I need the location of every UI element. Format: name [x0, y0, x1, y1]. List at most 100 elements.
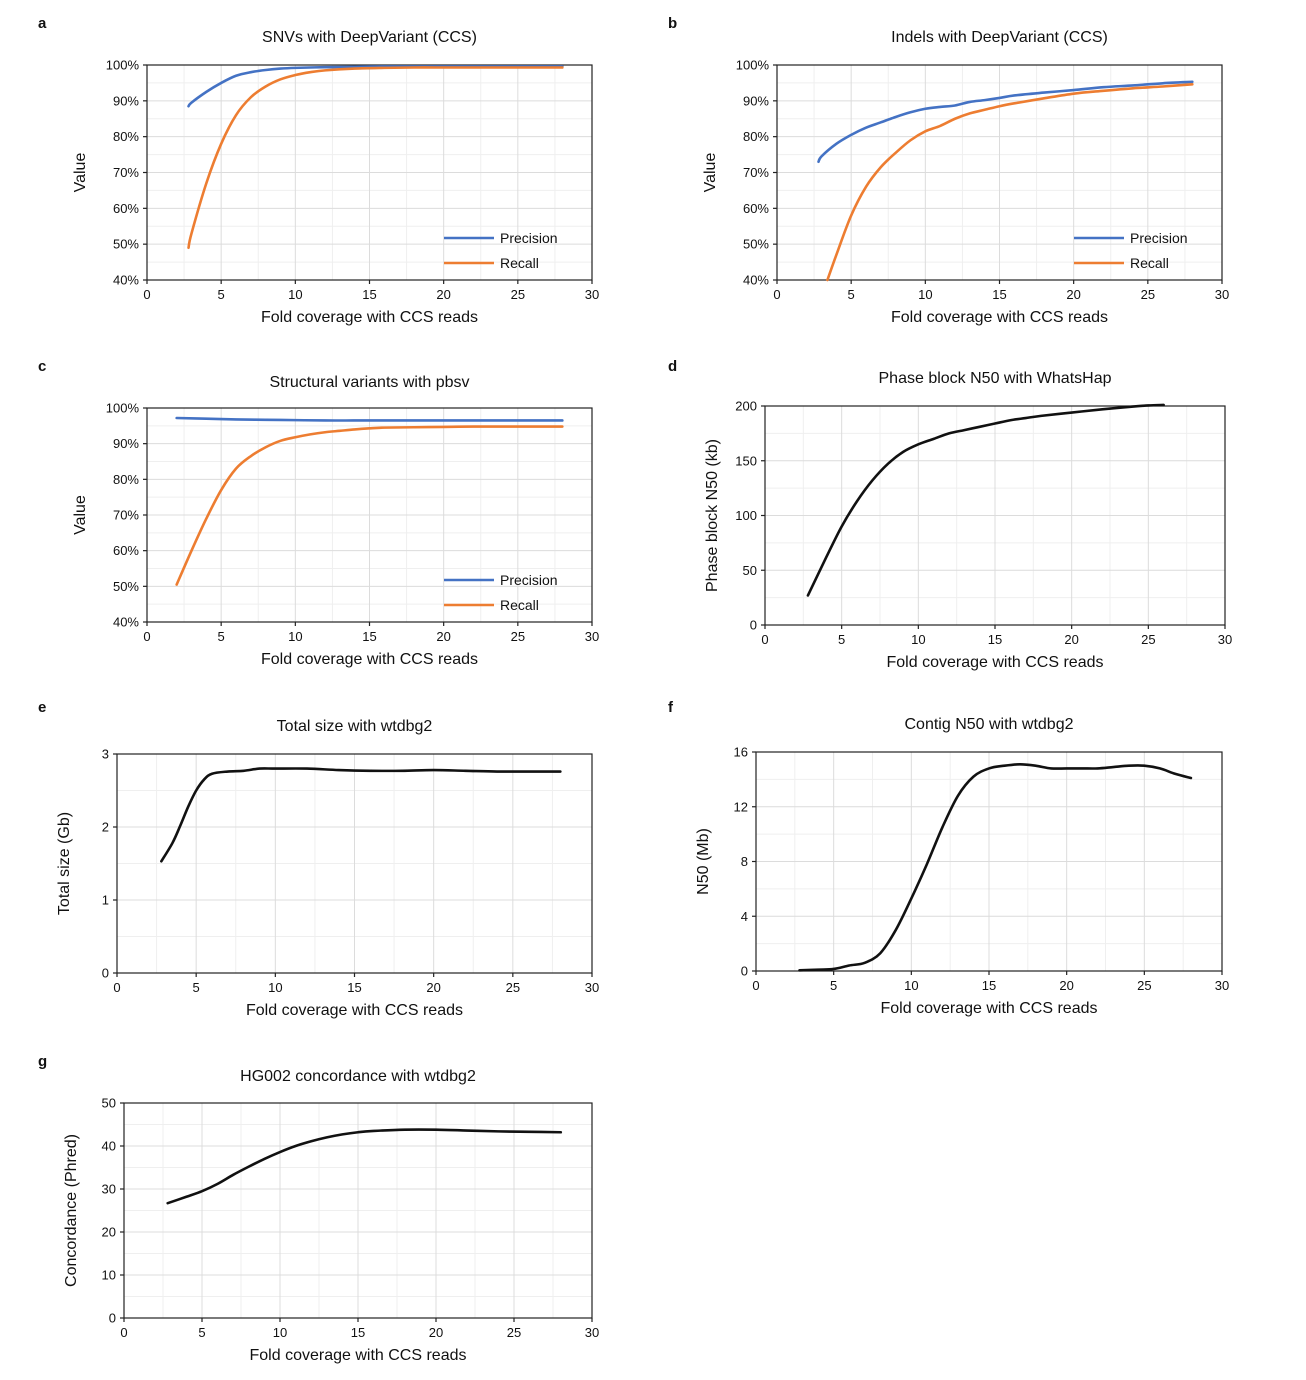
- x-tick-label: 5: [218, 287, 225, 302]
- y-axis-label: Phase block N50 (kb): [704, 439, 721, 592]
- x-tick-label: 5: [830, 978, 837, 993]
- y-tick-label: 30: [102, 1182, 116, 1197]
- y-tick-label: 50: [102, 1096, 116, 1111]
- y-tick-label: 100%: [106, 58, 140, 73]
- panel-letter: g: [38, 1053, 47, 1070]
- chart-panel-f: f Contig N50 with wtdbg2 0 5 10 15 20 25 30 0 4 8 12…: [668, 699, 1229, 1017]
- x-tick-label: 25: [511, 287, 525, 302]
- panel-letter: e: [38, 699, 46, 716]
- x-tick-label: 15: [992, 287, 1006, 302]
- panel-letter: a: [38, 15, 47, 32]
- chart-panel-g: g HG002 concordance with wtdbg2 0 5 10 15 20 25…: [38, 1053, 599, 1364]
- x-axis-label: Fold coverage with CCS reads: [250, 1347, 467, 1364]
- x-tick-label: 20: [429, 1325, 443, 1340]
- y-tick-label: 90%: [113, 93, 139, 108]
- y-tick-label: 100: [735, 508, 757, 523]
- x-tick-label: 30: [1218, 632, 1232, 647]
- y-tick-label: 80%: [113, 129, 139, 144]
- x-tick-label: 25: [1137, 978, 1151, 993]
- x-axis-label: Fold coverage with CCS reads: [891, 309, 1108, 326]
- y-tick-label: 50: [743, 563, 757, 578]
- x-tick-label: 30: [1215, 978, 1229, 993]
- legend-label-recall: Recall: [1130, 255, 1169, 271]
- y-tick-label: 70%: [743, 165, 769, 180]
- y-tick-label: 50%: [743, 237, 769, 252]
- chart-panel-c: c Structural variants with pbsv 0 5 10 15 20 25…: [38, 358, 599, 668]
- y-tick-label: 40: [102, 1139, 116, 1154]
- x-tick-label: 0: [143, 629, 150, 644]
- y-tick-label: 50%: [113, 237, 139, 252]
- x-tick-label: 15: [362, 287, 376, 302]
- y-tick-label: 70%: [113, 165, 139, 180]
- x-axis-label: Fold coverage with CCS reads: [887, 654, 1104, 671]
- chart-title: Total size with wtdbg2: [277, 718, 433, 735]
- x-tick-label: 20: [426, 980, 440, 995]
- x-tick-label: 20: [1066, 287, 1080, 302]
- y-tick-label: 200: [735, 399, 757, 414]
- x-tick-label: 10: [268, 980, 282, 995]
- x-tick-label: 25: [1141, 632, 1155, 647]
- chart-title: HG002 concordance with wtdbg2: [240, 1068, 476, 1085]
- x-tick-label: 25: [506, 980, 520, 995]
- chart-title: Structural variants with pbsv: [269, 374, 469, 391]
- y-tick-label: 40%: [113, 615, 139, 630]
- x-tick-label: 20: [1064, 632, 1078, 647]
- x-tick-label: 10: [288, 629, 302, 644]
- x-axis-label: Fold coverage with CCS reads: [246, 1002, 463, 1019]
- x-tick-label: 10: [288, 287, 302, 302]
- chart-panel-d: d Phase block N50 with WhatsHap 0 5 10 15 20 25…: [668, 358, 1232, 671]
- y-axis-label: Value: [72, 495, 89, 535]
- chart-panel-a: a SNVs with DeepVariant (CCS) 0 5 10 15 20 25 30…: [38, 15, 599, 326]
- y-tick-label: 80%: [743, 129, 769, 144]
- x-tick-label: 0: [113, 980, 120, 995]
- y-tick-label: 16: [734, 745, 748, 760]
- x-tick-label: 0: [752, 978, 759, 993]
- panel-letter: b: [668, 15, 677, 32]
- x-tick-label: 30: [1215, 287, 1229, 302]
- series-line-recall: [187, 66, 564, 250]
- x-tick-label: 15: [362, 629, 376, 644]
- x-tick-label: 25: [1141, 287, 1155, 302]
- x-tick-label: 10: [273, 1325, 287, 1340]
- y-tick-label: 40%: [743, 273, 769, 288]
- x-tick-label: 30: [585, 287, 599, 302]
- series-line-recall: [826, 83, 1194, 282]
- legend-label-recall: Recall: [500, 255, 539, 271]
- y-tick-label: 0: [750, 618, 757, 633]
- y-tick-label: 12: [734, 799, 748, 814]
- x-tick-label: 10: [918, 287, 932, 302]
- y-tick-label: 150: [735, 453, 757, 468]
- y-tick-label: 10: [102, 1268, 116, 1283]
- x-tick-label: 30: [585, 629, 599, 644]
- x-tick-label: 15: [982, 978, 996, 993]
- y-tick-label: 3: [102, 747, 109, 762]
- chart-title: Contig N50 with wtdbg2: [905, 716, 1074, 733]
- legend-label-recall: Recall: [500, 597, 539, 613]
- series-line-main: [166, 1128, 563, 1205]
- x-axis-label: Fold coverage with CCS reads: [261, 651, 478, 668]
- x-tick-label: 0: [773, 287, 780, 302]
- y-tick-label: 1: [102, 893, 109, 908]
- y-tick-label: 60%: [113, 543, 139, 558]
- x-tick-label: 0: [120, 1325, 127, 1340]
- chart-title: Phase block N50 with WhatsHap: [879, 370, 1112, 387]
- y-tick-label: 4: [741, 909, 748, 924]
- y-tick-label: 0: [109, 1311, 116, 1326]
- panel-letter: d: [668, 358, 677, 375]
- legend-label-precision: Precision: [1130, 230, 1188, 246]
- legend-label-precision: Precision: [500, 230, 558, 246]
- x-tick-label: 20: [436, 629, 450, 644]
- x-tick-label: 15: [347, 980, 361, 995]
- x-tick-label: 25: [507, 1325, 521, 1340]
- x-axis-label: Fold coverage with CCS reads: [261, 309, 478, 326]
- y-axis-label: Value: [702, 153, 719, 193]
- series-line-precision: [175, 416, 564, 422]
- y-tick-label: 80%: [113, 472, 139, 487]
- x-tick-label: 5: [218, 629, 225, 644]
- x-tick-label: 10: [904, 978, 918, 993]
- y-tick-label: 90%: [113, 436, 139, 451]
- y-tick-label: 70%: [113, 508, 139, 523]
- x-tick-label: 10: [911, 632, 925, 647]
